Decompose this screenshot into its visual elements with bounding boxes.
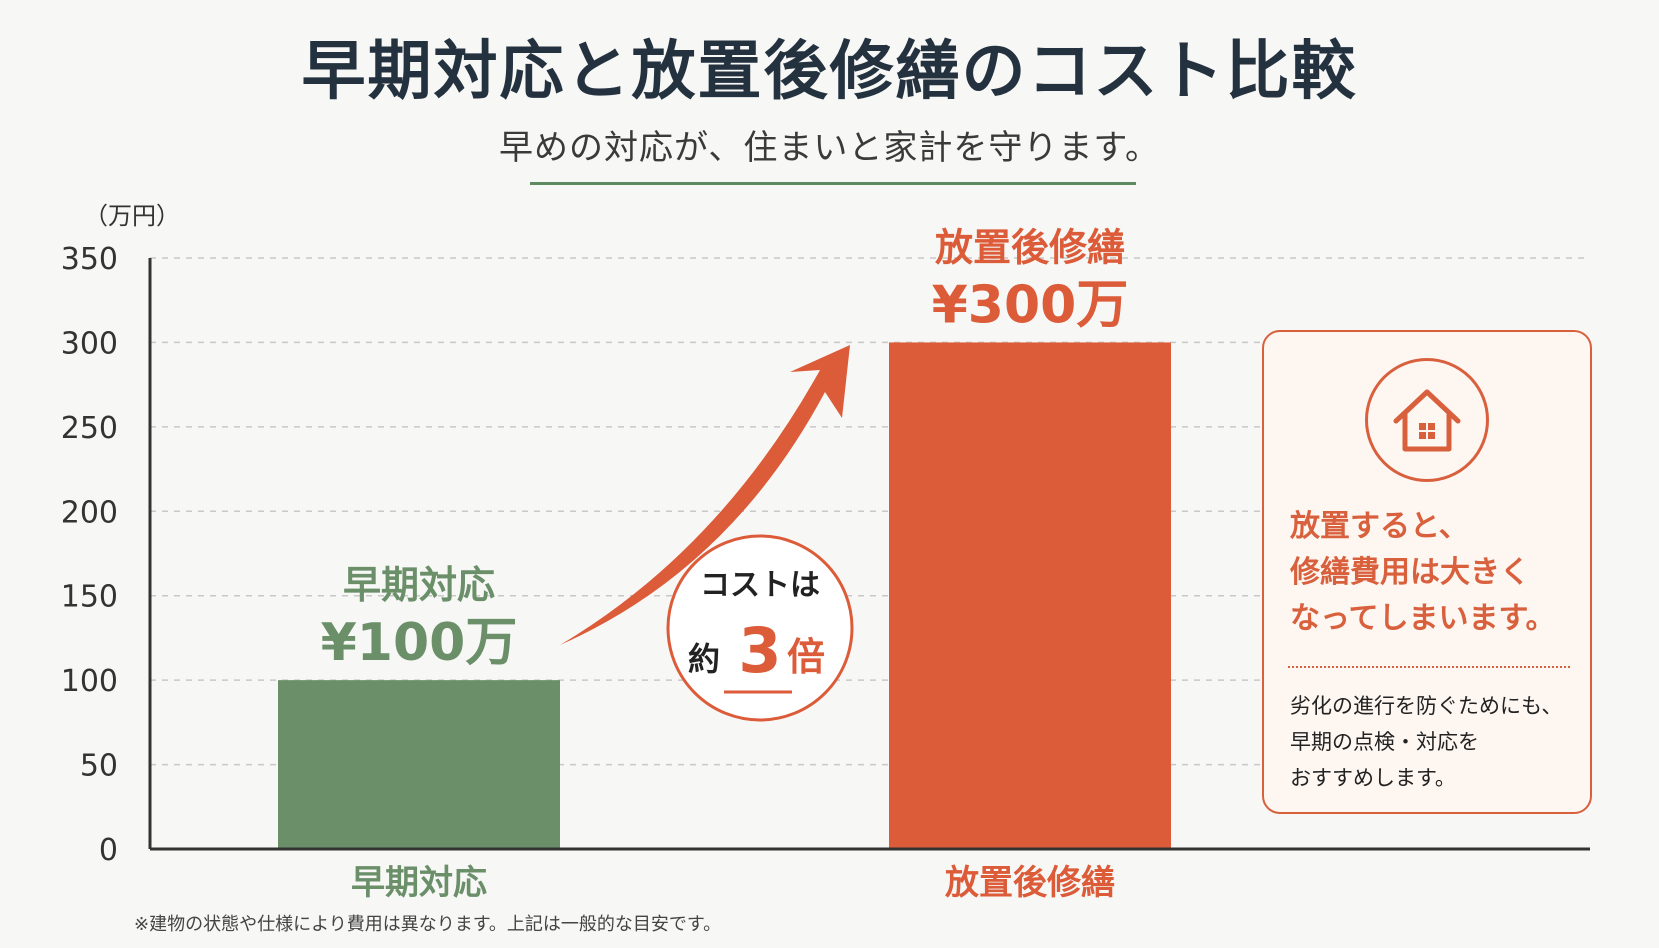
bar-label-name: 早期対応 (343, 563, 495, 607)
bar-label-value: ¥300万 (932, 275, 1129, 335)
page-title: 早期対応と放置後修繕のコスト比較 (301, 35, 1358, 109)
ratio-badge-suffix: 倍 (787, 635, 825, 679)
bar-neglect-repair (889, 342, 1171, 849)
house-icon (1365, 358, 1489, 482)
y-tick-label: 300 (61, 326, 118, 361)
info-note-text: 劣化の進行を防ぐためにも、 早期の点検・対応を おすすめします。 (1290, 688, 1580, 796)
bar-label-name: 放置後修繕 (935, 225, 1125, 269)
bar-label-value: ¥100万 (321, 613, 518, 673)
y-tick-label: 200 (61, 495, 118, 530)
x-category-label: 放置後修繕 (945, 863, 1115, 903)
info-lead-line: なってしまいます。 (1290, 601, 1556, 636)
increase-arrow (560, 345, 850, 645)
info-lead-line: 修繕費用は大きく (1290, 555, 1530, 590)
info-note-line: おすすめします。 (1290, 766, 1456, 790)
y-tick-label: 150 (61, 580, 118, 615)
info-lead-line: 放置すると、 (1290, 509, 1469, 544)
footnote: ※建物の状態や仕様により費用は異なります。上記は一般的な目安です。 (134, 914, 722, 935)
y-tick-label: 0 (99, 833, 118, 868)
y-tick-label: 250 (61, 411, 118, 446)
ratio-badge-number: 3 (738, 614, 781, 687)
info-lead-text: 放置すると、 修繕費用は大きく なってしまいます。 (1290, 504, 1590, 642)
x-category-label: 早期対応 (351, 863, 487, 903)
title-underline (530, 182, 1136, 185)
info-note-line: 早期の点検・対応を (1290, 730, 1479, 754)
ratio-badge: コストは 約 3 倍 (666, 534, 854, 722)
bar-early-response (278, 680, 560, 849)
y-tick-label: 50 (80, 749, 118, 784)
info-note-line: 劣化の進行を防ぐためにも、 (1290, 694, 1563, 718)
ratio-badge-prefix: 約 (688, 640, 720, 678)
y-axis-unit-label: （万円） (84, 202, 180, 230)
info-callout-box: 放置すると、 修繕費用は大きく なってしまいます。 劣化の進行を防ぐためにも、 … (1262, 330, 1592, 814)
y-tick-label: 350 (61, 242, 118, 277)
y-tick-label: 100 (61, 664, 118, 699)
info-divider (1288, 666, 1570, 668)
page-subtitle: 早めの対応が、住まいと家計を守ります。 (499, 128, 1160, 168)
ratio-badge-line1: コストは (700, 568, 820, 603)
